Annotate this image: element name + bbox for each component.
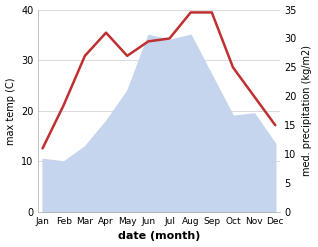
X-axis label: date (month): date (month) <box>118 231 200 242</box>
Y-axis label: med. precipitation (kg/m2): med. precipitation (kg/m2) <box>302 45 313 176</box>
Y-axis label: max temp (C): max temp (C) <box>5 77 16 144</box>
